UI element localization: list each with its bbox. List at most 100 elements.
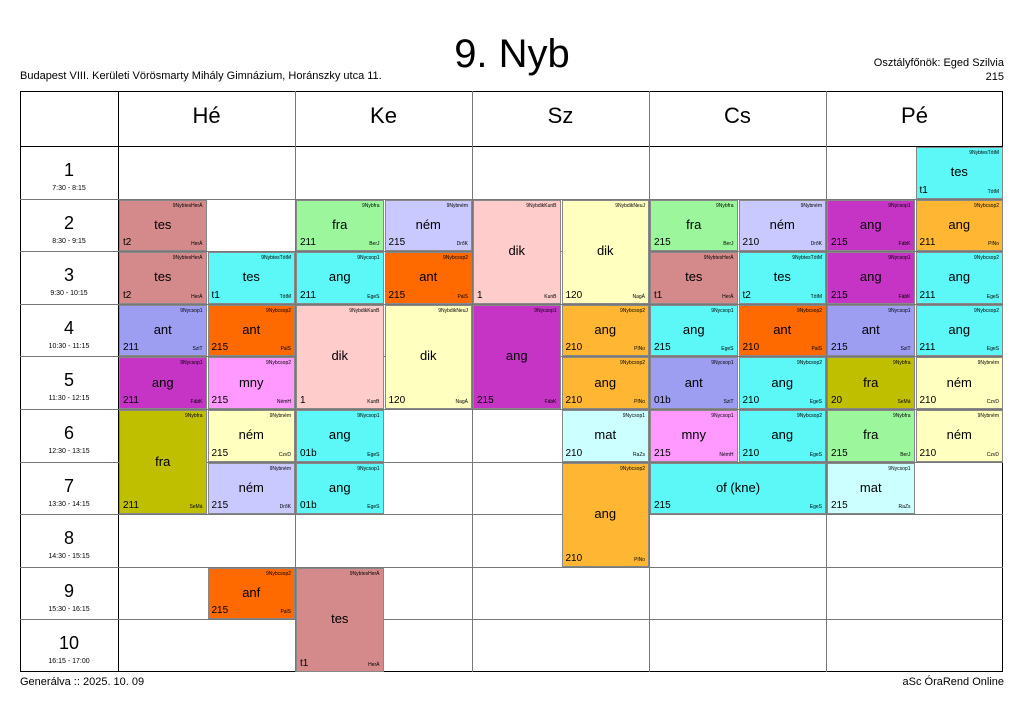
lesson-room: 215 (654, 500, 671, 512)
lesson-block[interactable]: 9Nybfra fra 211 BerJ (296, 199, 384, 252)
lesson-block[interactable]: 9Nybném ném 210 DrőK (738, 199, 826, 252)
lesson-block[interactable]: 9Nycsop1 ant 215 SziT (827, 304, 915, 357)
lesson-room: 215 (211, 342, 229, 354)
lesson-subject: tes (331, 611, 349, 627)
lesson-block[interactable]: 9Nycsop1 ang 01b EgeS (296, 410, 384, 462)
lesson-block[interactable]: 9Nybcsop2 ant 215 PalS (384, 252, 472, 304)
lesson-teacher: EgeS (367, 293, 380, 300)
lesson-block[interactable]: 9Nybcsop2 ang 210 EgeS (738, 410, 826, 462)
grid-line (295, 91, 296, 672)
lesson-room: 120 (388, 394, 406, 406)
lesson-subject: dik (596, 243, 614, 259)
lesson-block[interactable]: 9Nybcsop2 ang 211 PlNo (915, 199, 1003, 252)
lesson-block[interactable]: 9Nybcsop2 ang 210 EgeS (738, 357, 826, 409)
lesson-subject: fra (686, 216, 702, 232)
lesson-subject: ang (948, 322, 971, 338)
lesson-teacher: HerÁ (191, 293, 203, 300)
lesson-teacher: PalS (457, 293, 468, 300)
lesson-block[interactable]: 9Nybném ném 210 CzvD (915, 410, 1003, 462)
lesson-subject: ném (238, 479, 264, 495)
lesson-block[interactable]: 9Nybném ném 215 CzvD (207, 410, 295, 462)
lesson-teacher: PlNo (634, 398, 645, 405)
lesson-block[interactable]: 9Nybcsop2 ang 211 EgeS (915, 252, 1003, 304)
lesson-room: 215 (477, 394, 494, 406)
lesson-teacher: NémH (719, 451, 734, 458)
lesson-block[interactable]: 9NybtesTótM tes t1 TótM (915, 147, 1003, 199)
lesson-teacher: PalS (280, 609, 291, 616)
lesson-group: 9Nybcsop2 (973, 255, 999, 262)
lesson-block[interactable]: 9Nybcsop2 ang 210 PlNo (561, 357, 649, 409)
lesson-room: 120 (565, 289, 583, 301)
lesson-group: 9Nycsop1 (888, 465, 911, 472)
lesson-block[interactable]: 9Nybcsop2 anf 215 PalS (207, 567, 295, 620)
lesson-group: 9Nybném (269, 465, 291, 472)
lesson-room: 215 (831, 342, 848, 354)
lesson-block[interactable]: 9Nycsop1 ant 01b SziT (650, 357, 738, 409)
lesson-block[interactable]: 9Nycsop1 ang 215 FábK (827, 199, 915, 252)
lesson-teacher: RaZs (898, 504, 911, 511)
lesson-block[interactable]: 9Nycsop1 ang 01b EgeS (296, 462, 384, 515)
lesson-room: 215 (388, 289, 406, 301)
lesson-block[interactable]: 9Nybném ném 215 DrőK (384, 199, 472, 252)
lesson-block[interactable]: 9Nybfra fra 215 BerJ (827, 410, 915, 462)
lesson-subject: fra (863, 374, 879, 390)
lesson-block[interactable]: 9Nybfra fra 211 SeMá (119, 410, 207, 515)
lesson-room: 211 (300, 289, 316, 301)
period-number: 1 (63, 160, 74, 180)
lesson-block[interactable]: 9NybtesHerÁ tes t2 HerÁ (119, 252, 207, 304)
lesson-subject: dik (419, 348, 437, 364)
lesson-block[interactable]: 9NybdikNeuJ dik 120 NagÁ (561, 199, 649, 304)
page-title: 9. Nyb (454, 32, 570, 76)
lesson-block[interactable]: 9Nybfra fra 215 BerJ (650, 199, 738, 252)
lesson-block[interactable]: 9NybtesHerÁ tes t2 HerÁ (119, 199, 207, 252)
lesson-block[interactable]: of (kne) 215 EgeS (650, 462, 826, 515)
period-time: 15:30 - 16:15 (48, 605, 90, 613)
lesson-block[interactable]: 9Nycsop1 ang 211 EgeS (296, 252, 384, 304)
lesson-block[interactable]: 9Nycsop1 mny 215 NémH (650, 410, 738, 462)
lesson-subject: ném (238, 427, 264, 443)
period-number: 5 (63, 370, 74, 391)
lesson-block[interactable]: 9Nycsop1 ang 215 FábK (473, 304, 561, 409)
lesson-block[interactable]: 9Nycsop1 ang 215 FábK (827, 252, 915, 304)
period-time: 10:30 - 11:15 (48, 342, 90, 350)
lesson-room: 215 (654, 447, 671, 459)
lesson-block[interactable]: 9Nybcsop2 mny 215 NémH (207, 357, 295, 409)
lesson-teacher: EgeS (809, 398, 822, 405)
lesson-room: 01b (654, 394, 671, 406)
lesson-subject: anf (242, 585, 261, 601)
lesson-teacher: TótM (279, 293, 291, 300)
lesson-block[interactable]: 9NybtesHerÁ tes t1 HerÁ (296, 567, 384, 672)
lesson-block[interactable]: 9Nybném ném 215 DrőK (207, 462, 295, 515)
lesson-subject: ang (682, 322, 705, 338)
lesson-group: 9NybdikNeuJ (438, 307, 468, 314)
lesson-block[interactable]: 9NybdikNeuJ dik 120 NagÁ (384, 304, 472, 409)
lesson-group: 9NybdikKunB (349, 307, 380, 314)
lesson-group: 9Nycsop1 (888, 202, 911, 209)
lesson-block[interactable]: 9Nycsop1 ant 211 SziT (119, 304, 207, 357)
lesson-block[interactable]: 9Nybcsop2 ang 210 PlNo (561, 304, 649, 357)
lesson-block[interactable]: 9Nycsop1 mat 210 RaZs (561, 410, 649, 462)
lesson-block[interactable]: 9NybtesTótM tes t1 TótM (207, 252, 295, 304)
lesson-block[interactable]: 9NybdikKunB dik 1 KunB (296, 304, 384, 409)
lesson-group: 9NybtesHerÁ (172, 255, 203, 262)
lesson-block[interactable]: 9NybtesHerÁ tes t1 HerÁ (650, 252, 738, 304)
lesson-subject: ném (769, 216, 795, 232)
lesson-block[interactable]: 9Nycsop1 ang 211 FábK (119, 357, 207, 409)
lesson-block[interactable]: 9Nybcsop2 ant 215 PalS (207, 304, 295, 357)
class-room: 215 (985, 71, 1004, 83)
lesson-teacher: EgeS (721, 346, 734, 353)
period-number: 10 (58, 633, 80, 654)
lesson-block[interactable]: 9NybdikKunB dik 1 KunB (473, 199, 561, 304)
lesson-block[interactable]: 9Nybném ném 210 CzvD (915, 357, 1003, 409)
lesson-block[interactable]: 9Nycsop1 mat 215 RaZs (827, 462, 915, 515)
lesson-subject: tes (685, 269, 703, 285)
lesson-group: 9Nybcsop2 (265, 570, 291, 577)
period-number: 4 (63, 317, 74, 338)
lesson-block[interactable]: 9Nybcsop2 ang 210 PlNo (561, 462, 649, 567)
lesson-block[interactable]: 9NybtesTótM tes t2 TótM (738, 252, 826, 304)
lesson-block[interactable]: 9Nybcsop2 ant 210 PalS (738, 304, 826, 357)
lesson-block[interactable]: 9Nybcsop2 ang 211 EgeS (915, 304, 1003, 357)
lesson-group: 9Nybcsop2 (619, 360, 645, 367)
lesson-block[interactable]: 9Nycsop1 ang 215 EgeS (650, 304, 738, 357)
lesson-block[interactable]: 9Nybfra fra 20 SeMá (827, 357, 915, 409)
